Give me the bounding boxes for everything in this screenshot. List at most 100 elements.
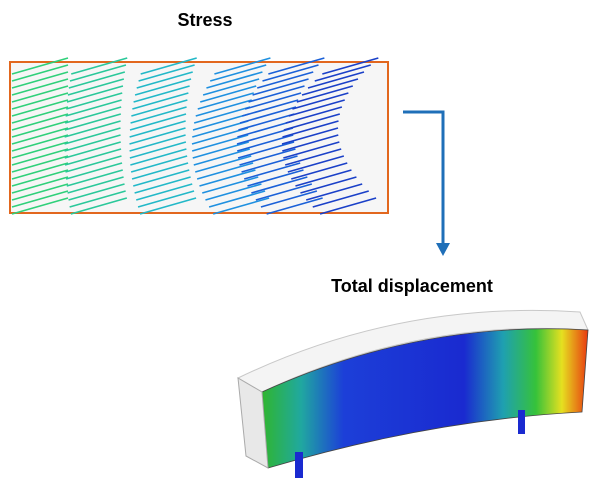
- stress-line: [66, 85, 124, 103]
- stress-line: [11, 99, 69, 117]
- stress-line: [252, 78, 309, 96]
- stress-line: [69, 190, 126, 208]
- stress-line: [11, 134, 69, 152]
- stress-line: [202, 176, 259, 194]
- stress-line: [64, 134, 121, 152]
- stress-line: [70, 197, 128, 215]
- stress-line: [237, 141, 295, 159]
- stress-line: [242, 99, 299, 117]
- stress-line: [247, 169, 304, 187]
- stress-line: [133, 85, 190, 103]
- stress-line: [11, 113, 69, 131]
- stress-line: [283, 113, 341, 131]
- stress-line: [11, 120, 69, 138]
- stress-line: [196, 162, 254, 180]
- stress-line: [208, 190, 266, 208]
- stress-line: [11, 127, 69, 145]
- displacement-model: [236, 309, 589, 478]
- stress-line: [296, 85, 354, 103]
- stress-line: [243, 162, 301, 180]
- stress-line: [11, 57, 69, 75]
- stress-line: [65, 155, 122, 173]
- stress-line: [209, 64, 267, 82]
- stress-line: [131, 99, 188, 117]
- stress-line: [11, 190, 69, 208]
- arrow-head: [436, 243, 450, 256]
- stress-line: [11, 106, 69, 124]
- stress-line: [192, 141, 249, 159]
- stress-line: [64, 127, 121, 145]
- stress-line: [202, 78, 260, 96]
- stress-line: [129, 134, 186, 152]
- stress-line: [239, 148, 296, 166]
- stress-line: [244, 92, 302, 110]
- stress-line: [130, 106, 187, 124]
- stress-line: [282, 120, 339, 138]
- stress-line: [199, 169, 256, 187]
- model-body: [261, 328, 589, 469]
- stress-line: [192, 113, 250, 131]
- stress-line: [66, 169, 123, 187]
- stress-line: [132, 92, 189, 110]
- stress-line: [260, 190, 318, 208]
- arrow: [403, 110, 445, 245]
- stress-line: [283, 141, 340, 159]
- stress-line: [314, 64, 371, 82]
- stress-line: [266, 197, 323, 215]
- stress-line: [193, 148, 250, 166]
- displacement-label: Total displacement: [331, 276, 493, 296]
- stress-line: [236, 127, 294, 145]
- stress-line: [64, 148, 122, 166]
- stress-line: [11, 183, 69, 201]
- stress-line: [285, 106, 343, 124]
- stress-line: [130, 155, 188, 173]
- stress-line: [69, 64, 127, 82]
- stress-line: [292, 92, 349, 110]
- stress-line: [287, 155, 345, 173]
- model-leg: [518, 410, 525, 434]
- stress-line: [134, 176, 191, 194]
- stress-line: [193, 106, 251, 124]
- stress-line: [71, 57, 128, 75]
- stress-line: [191, 134, 249, 152]
- stress-line: [248, 85, 305, 103]
- stress-lines: [11, 57, 379, 215]
- stress-line: [282, 134, 339, 152]
- stress-line: [64, 106, 122, 124]
- stress-line: [11, 176, 69, 194]
- stress-line: [214, 57, 271, 75]
- stress-line: [237, 120, 294, 138]
- stress-line: [11, 78, 69, 96]
- stress-line: [67, 78, 125, 96]
- stress-line: [268, 57, 325, 75]
- stress-line: [11, 197, 69, 215]
- stress-line: [11, 71, 69, 89]
- stress-line: [67, 176, 124, 194]
- stress-line: [138, 64, 195, 82]
- stress-line: [295, 169, 352, 187]
- stress-line: [11, 162, 69, 180]
- stress-line: [284, 148, 342, 166]
- stress-line: [255, 183, 313, 201]
- stress-line: [262, 64, 319, 82]
- stress-line: [136, 183, 193, 201]
- stress-line: [68, 71, 126, 89]
- stress-line: [195, 99, 252, 117]
- stress-line: [241, 155, 298, 173]
- stress-line: [131, 162, 189, 180]
- stress-line: [237, 134, 294, 152]
- model-side: [237, 377, 269, 469]
- stress-line: [239, 106, 297, 124]
- stress-line: [129, 141, 187, 159]
- stress-line: [195, 155, 252, 173]
- stress-line: [140, 57, 197, 75]
- model-leg: [295, 452, 303, 478]
- stress-line: [206, 71, 263, 89]
- stress-line: [300, 176, 357, 194]
- stress-line: [322, 57, 379, 75]
- stress-line: [319, 197, 377, 215]
- stress-line: [65, 162, 123, 180]
- stress-line: [205, 183, 262, 201]
